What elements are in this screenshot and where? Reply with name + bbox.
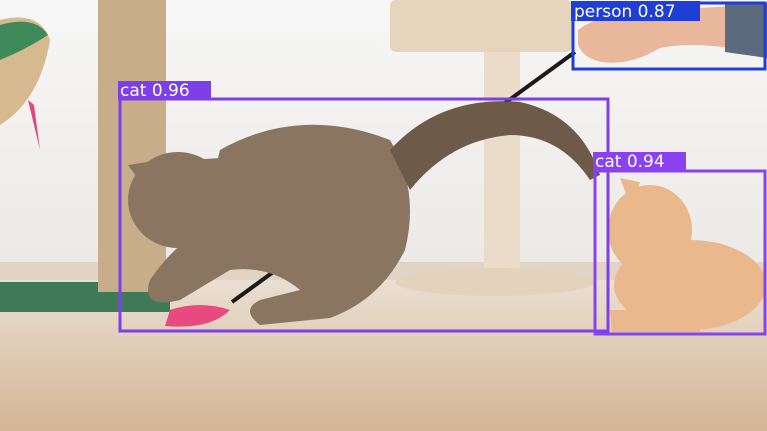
detection-box: person 0.87 <box>571 1 767 71</box>
detection-label: person 0.87 <box>574 2 676 22</box>
detection-box: cat 0.94 <box>593 152 767 336</box>
detection-box: cat 0.96 <box>118 81 610 333</box>
detection-label: cat 0.96 <box>120 81 190 101</box>
detection-label: cat 0.94 <box>595 152 665 172</box>
